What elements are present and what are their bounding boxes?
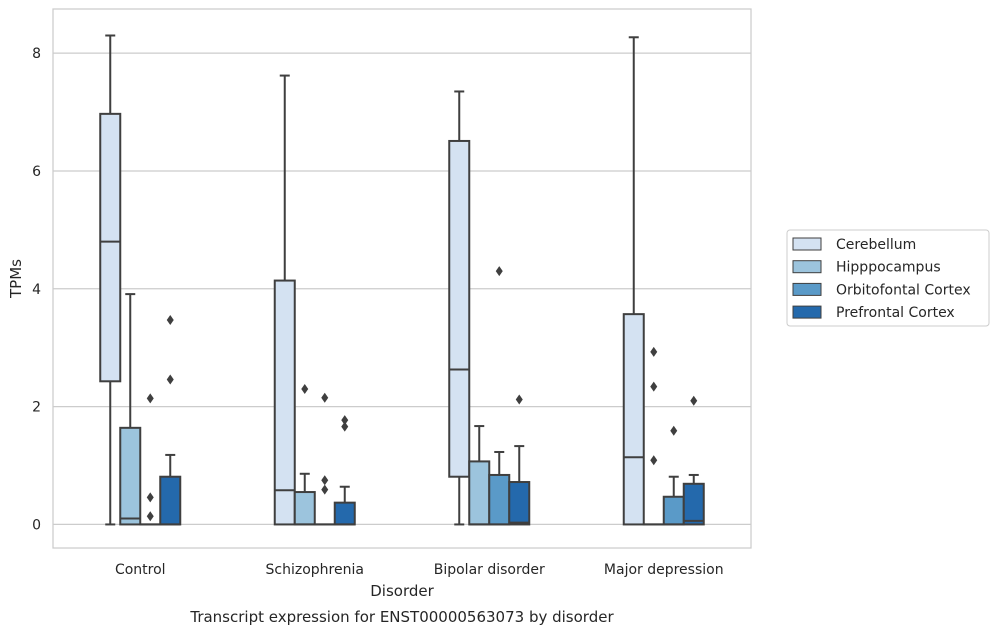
box (448, 90, 471, 526)
outlier-point (690, 395, 698, 406)
legend-item: Prefrontal Cortex (792, 305, 955, 321)
chart-title: Transcript expression for ENST0000056307… (189, 608, 614, 626)
legend-item: Cerebellum (792, 237, 916, 253)
legend-label: Cerebellum (836, 237, 916, 253)
series-cerebellum (99, 34, 645, 526)
box (662, 425, 685, 526)
series-prefrontal-cortex (159, 315, 705, 526)
box (139, 393, 162, 526)
y-axis-label: TPMs (7, 259, 25, 299)
legend-swatch (792, 305, 822, 319)
box-series (99, 34, 705, 526)
legend-label: Hipppocampus (836, 260, 941, 276)
legend-label: Orbitofontal Cortex (836, 282, 971, 298)
outlier-point (341, 415, 349, 426)
plot-area-frame (52, 8, 752, 549)
x-axis-label: Disorder (370, 582, 434, 600)
outlier-point (301, 383, 309, 394)
box (333, 415, 356, 526)
outlier-point (515, 394, 523, 405)
box (293, 383, 316, 526)
series-orbitofontal-cortex (139, 266, 685, 526)
box-body (273, 279, 296, 526)
y-tick-label: 6 (32, 164, 41, 180)
x-tick-label: Control (115, 562, 166, 578)
box (273, 74, 296, 526)
outlier-point (650, 455, 658, 466)
outlier-point (166, 374, 174, 385)
box (99, 34, 122, 526)
grid-lines (53, 52, 751, 526)
box-body (99, 112, 122, 383)
outlier-point (321, 392, 329, 403)
box (622, 36, 645, 526)
box-body (662, 495, 685, 526)
legend-swatch (792, 260, 822, 274)
outlier-point (670, 425, 678, 436)
x-tick-label: Bipolar disorder (434, 562, 545, 578)
box-body (448, 139, 471, 478)
outlier-point (146, 492, 154, 503)
x-tick-label: Major depression (604, 562, 724, 578)
outlier-point (650, 381, 658, 392)
outlier-point (650, 346, 658, 357)
box-body (508, 481, 531, 526)
box (159, 315, 182, 526)
legend-item: Orbitofontal Cortex (792, 282, 971, 298)
legend-swatch (792, 237, 822, 251)
box-body (159, 475, 182, 526)
y-tick-label: 8 (32, 46, 41, 62)
outlier-point (341, 421, 349, 432)
x-tick-labels: Control Schizophrenia Bipolar disorder Majo… (115, 562, 724, 578)
box (119, 293, 142, 526)
outlier-point (146, 511, 154, 522)
legend-item: Hipppocampus (792, 260, 941, 276)
box-body (333, 501, 356, 526)
box (488, 266, 511, 526)
box (508, 394, 531, 526)
box-body (488, 473, 511, 526)
outlier-point (495, 266, 503, 277)
legend: Cerebellum Hipppocampus Orbitofontal Corte… (786, 229, 990, 327)
outlier-point (166, 315, 174, 326)
legend-swatch (792, 282, 822, 296)
outlier-point (321, 475, 329, 486)
x-tick-label: Schizophrenia (266, 562, 364, 578)
outlier-point (146, 393, 154, 404)
y-tick-label: 0 (32, 517, 41, 533)
box (642, 346, 665, 526)
legend-label: Prefrontal Cortex (836, 305, 955, 321)
outlier-point (321, 484, 329, 495)
y-tick-labels: 0 2 4 6 8 (32, 46, 41, 533)
box (468, 425, 491, 526)
box (682, 395, 705, 526)
y-tick-label: 4 (32, 282, 41, 298)
box-body (293, 491, 316, 526)
box-body (119, 426, 142, 526)
series-hipppocampus (119, 293, 665, 526)
box-body (682, 482, 705, 526)
box-body (468, 460, 491, 526)
box (313, 392, 336, 526)
box-body (622, 313, 645, 526)
legend-frame (786, 229, 990, 327)
y-tick-label: 2 (32, 400, 41, 416)
